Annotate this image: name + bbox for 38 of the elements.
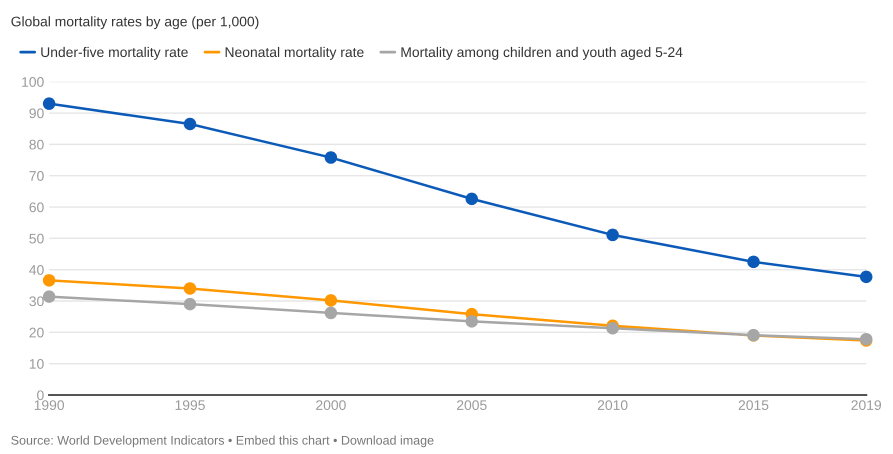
point [42,97,56,110]
x-tick-label: 1995 [176,400,205,410]
point [184,118,196,130]
point [42,290,56,303]
legend-label: Mortality among children and youth aged 5-24 [401,46,682,60]
point [324,306,338,320]
y-tick-label: 10 [30,358,44,369]
point [747,256,760,268]
y-tick-label: 80 [29,140,44,150]
y-tick-label: 20 [30,328,44,338]
x-tick-label: 2019 [851,400,881,410]
y-tick-label: 30 [29,296,44,306]
point [324,151,338,164]
y-tick-label: 50 [29,234,44,244]
y-tick-label: 100 [22,77,44,87]
source-note: Source: World Development Indicators • Embed this chart • Download image [11,436,434,448]
point [42,274,56,287]
point [606,322,619,335]
point [184,298,196,310]
point [466,315,478,328]
point [324,294,338,307]
x-tick-label: 2000 [316,400,346,410]
y-tick-label: 70 [30,171,44,181]
y-tick-label: 90 [29,108,44,118]
y-tick-label: 0 [37,390,44,400]
x-tick-label: 2015 [738,400,768,410]
x-tick-label: 2010 [598,400,628,410]
x-tick-label: 1990 [34,400,64,410]
point [860,270,872,284]
point [184,282,196,295]
y-tick-label: 40 [29,265,44,275]
x-tick-label: 2005 [457,400,487,410]
point [466,192,478,206]
y-tick-label: 60 [30,202,44,212]
legend-label: Under-five mortality rate [41,46,188,60]
point [606,228,619,242]
chart-title: Global mortality rates by age (per 1,000) [11,16,258,30]
legend-label: Neonatal mortality rate [226,46,364,60]
